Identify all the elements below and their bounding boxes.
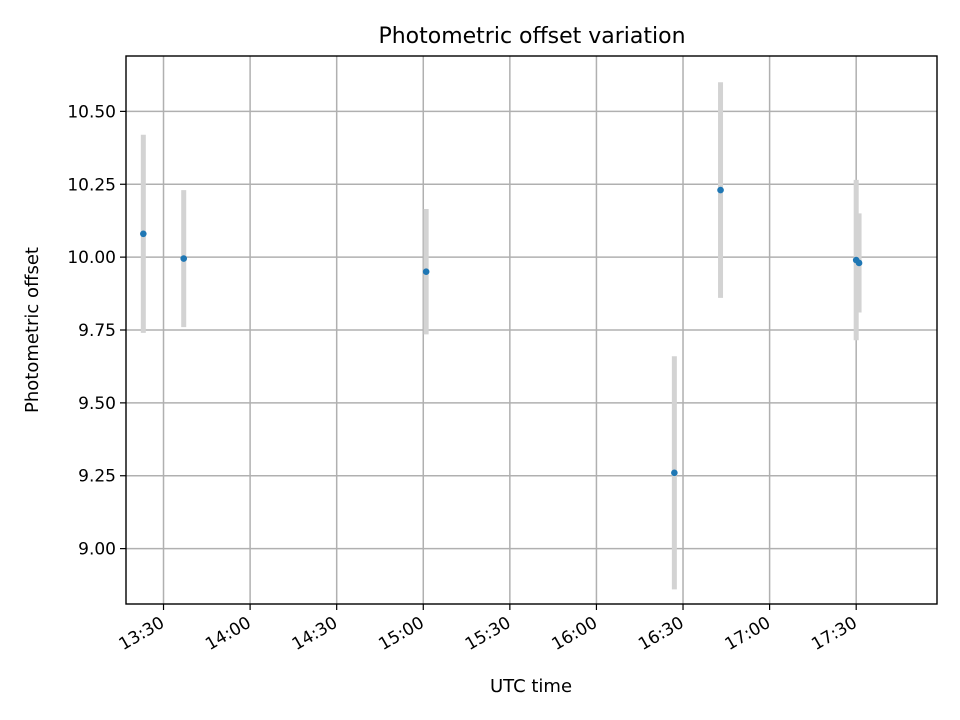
data-point (671, 469, 678, 477)
y-axis-label: Photometric offset (22, 247, 43, 413)
x-tick-label: 14:00 (202, 613, 254, 655)
y-axis: 9.00 9.25 9.50 9.75 10.00 10.25 10.50 (67, 102, 126, 560)
data-point (717, 186, 724, 194)
grid (126, 56, 937, 604)
x-tick-label: 15:00 (375, 613, 427, 655)
x-tick-label: 16:30 (635, 613, 687, 655)
x-axis-label: UTC time (490, 676, 572, 697)
data-point (140, 230, 147, 238)
data-point (180, 255, 188, 262)
x-tick-label: 15:30 (462, 613, 514, 655)
y-tick-label: 10.50 (67, 102, 116, 122)
y-tick-label: 10.25 (67, 175, 116, 195)
x-axis: 13:30 14:00 14:30 15:00 15:30 16:00 16:30 17:00… (116, 604, 861, 655)
y-tick-label: 9.00 (78, 540, 116, 560)
y-tick-label: 9.50 (78, 394, 116, 414)
data-point (422, 268, 430, 276)
data-point (855, 259, 863, 267)
x-tick-label: 17:30 (808, 613, 860, 655)
data-points (140, 186, 863, 477)
chart-title: Photometric offset variation (378, 24, 685, 49)
x-tick-label: 14:30 (289, 613, 341, 655)
x-tick-label: 17:00 (722, 613, 774, 655)
x-tick-label: 13:30 (116, 613, 168, 655)
x-tick-label: 16:00 (549, 613, 601, 655)
y-tick-label: 10.00 (67, 248, 116, 268)
y-tick-label: 9.75 (78, 321, 116, 341)
y-tick-label: 9.25 (78, 467, 116, 487)
